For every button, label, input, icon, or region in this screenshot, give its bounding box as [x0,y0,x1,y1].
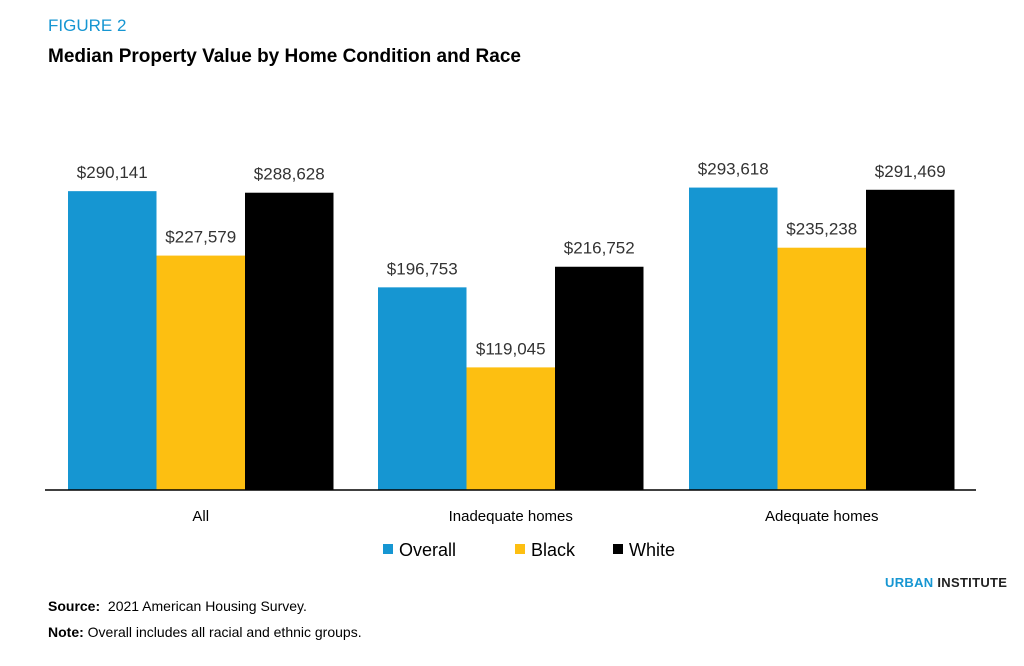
legend-swatch-black [515,544,525,554]
bar-black [777,247,866,490]
bar-black [466,367,555,490]
bar-overall [378,287,467,490]
bar-white [245,192,334,490]
legend-swatch-white [613,544,623,554]
x-tick-label: All [192,508,209,525]
data-label: $196,753 [387,259,458,278]
data-label: $235,238 [786,220,857,239]
data-label: $216,752 [564,239,635,258]
urban-institute-logo: URBAN INSTITUTE [885,575,1008,590]
bar-white [866,189,955,490]
data-label: $293,618 [698,160,769,179]
data-label: $119,045 [476,339,546,358]
legend-swatch-overall [383,544,393,554]
bar-overall [689,187,778,490]
data-label: $227,579 [165,228,236,247]
bar-black [156,255,245,490]
source-note: Source: 2021 American Housing Survey. [48,598,307,614]
note: Note: Overall includes all racial and et… [48,624,362,640]
bar-overall [68,191,157,490]
legend-label: White [629,540,675,560]
bar-chart: $290,141 $227,579 $288,628 All $196,753 $119,… [45,160,976,560]
data-label: $290,141 [77,163,148,182]
x-tick-label: Inadequate homes [449,508,573,525]
chart-title: Median Property Value by Home Condition … [48,46,521,67]
legend-label: Black [531,540,576,560]
bar-white [555,266,644,490]
data-label: $288,628 [254,165,325,184]
x-tick-label: Adequate homes [765,508,878,525]
legend-label: Overall [399,540,456,560]
figure-label: FIGURE 2 [48,16,127,35]
data-label: $291,469 [875,162,946,181]
